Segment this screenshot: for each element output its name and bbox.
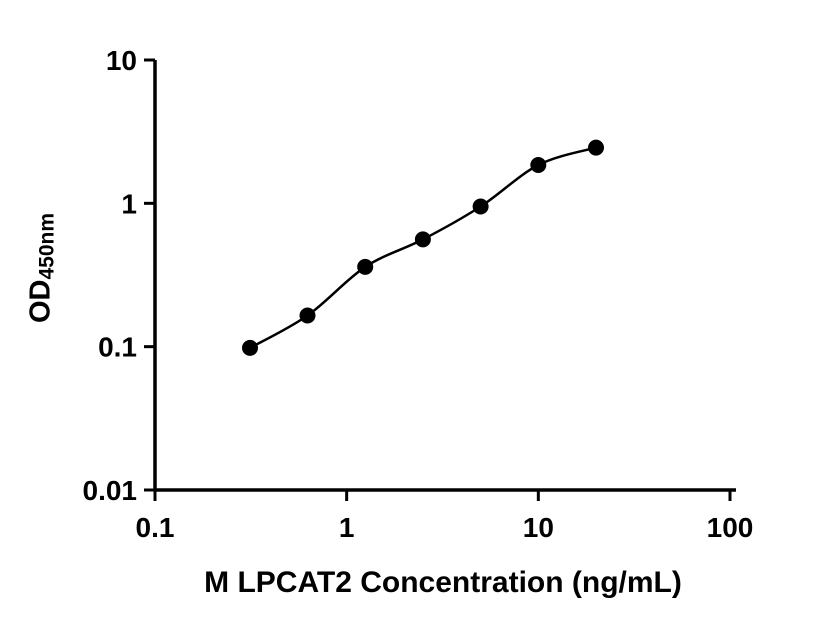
data-point bbox=[357, 258, 374, 275]
data-point bbox=[299, 307, 316, 324]
data-point bbox=[588, 139, 604, 156]
data-point bbox=[530, 157, 547, 173]
y-axis-label-subscript: 450nm bbox=[35, 212, 59, 280]
x-tick-label: 1 bbox=[339, 512, 355, 543]
x-axis-label: M LPCAT2 Concentration (ng/mL) bbox=[204, 566, 682, 599]
x-tick-label: 100 bbox=[707, 512, 754, 543]
y-axis-label: OD450nm bbox=[25, 213, 60, 323]
y-tick-label: 0.01 bbox=[83, 475, 138, 506]
axes bbox=[153, 60, 736, 492]
x-tick-label: 10 bbox=[523, 512, 554, 543]
x-tick-label: 0.1 bbox=[136, 512, 175, 543]
y-axis-label-main: OD bbox=[24, 279, 57, 324]
y-tick-label: 0.1 bbox=[98, 332, 137, 363]
data-point bbox=[472, 198, 489, 215]
data-point bbox=[414, 231, 431, 248]
y-tick-label: 10 bbox=[106, 45, 137, 76]
y-tick-label: 1 bbox=[121, 188, 137, 219]
data-point bbox=[242, 339, 258, 356]
